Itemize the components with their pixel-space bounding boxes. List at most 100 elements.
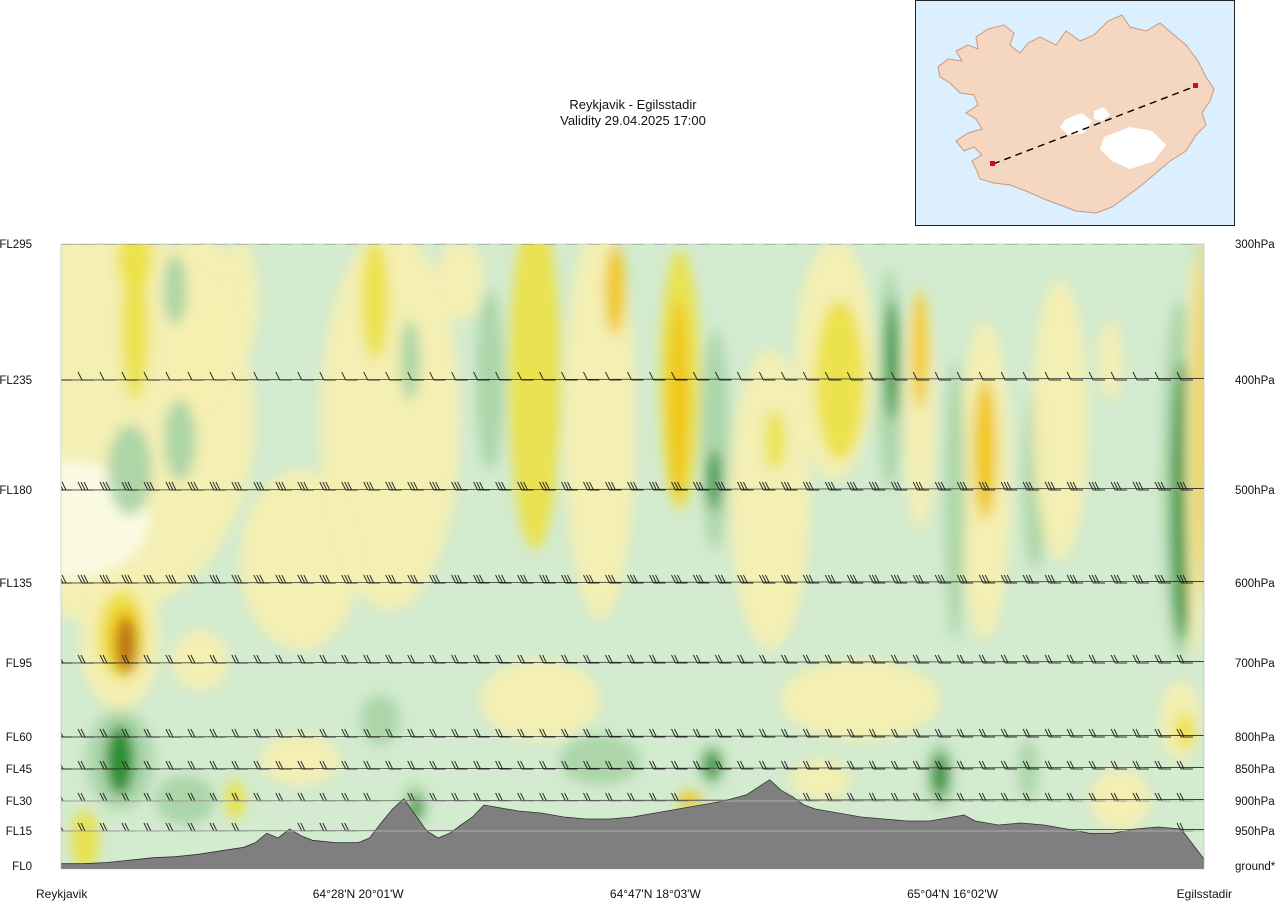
wind-barb	[385, 728, 402, 738]
wind-barb	[77, 371, 94, 381]
wind-barb	[99, 654, 116, 664]
wind-barb	[539, 760, 556, 770]
wind-barb	[784, 244, 798, 245]
wind-barb	[121, 728, 138, 738]
wind-barb	[978, 574, 996, 584]
level-line	[61, 735, 1204, 738]
wind-barb	[99, 481, 116, 491]
right-axis-tick: ground*	[1235, 861, 1276, 873]
wind-barb	[385, 371, 402, 381]
humidity-cell	[121, 260, 149, 400]
wind-barb	[125, 244, 138, 245]
wind-barb	[692, 728, 710, 738]
wind-barb	[736, 481, 754, 491]
wind-barb	[824, 760, 842, 770]
wind-barb	[1022, 728, 1040, 738]
wind-barb	[77, 760, 94, 770]
wind-barb	[61, 379, 72, 381]
wind-barb	[231, 371, 248, 381]
humidity-cell	[172, 630, 228, 690]
wind-barb	[1000, 481, 1018, 491]
left-axis-tick: FL180	[0, 485, 32, 497]
wind-barb	[890, 371, 908, 381]
wind-barb	[714, 481, 732, 491]
wind-barb	[1066, 574, 1084, 584]
wind-barb	[627, 481, 644, 491]
humidity-cell	[1018, 740, 1038, 800]
wind-barb	[736, 371, 754, 381]
wind-barb	[846, 481, 864, 491]
wind-barb	[586, 244, 600, 245]
bottom-axis-tick: Reykjavik	[36, 887, 88, 901]
wind-barb	[671, 481, 688, 491]
wind-barb	[912, 760, 930, 770]
wind-barb	[1044, 371, 1062, 381]
wind-barb	[297, 481, 314, 491]
wind-barb	[802, 574, 820, 584]
wind-barb	[187, 371, 204, 381]
wind-barb	[429, 728, 446, 738]
wind-barb	[1000, 371, 1018, 381]
right-axis: 300hPa 400hPa 500hPa 600hPa 700hPa 800hPa 850h…	[1235, 239, 1276, 873]
humidity-cell	[260, 735, 340, 785]
wind-barb	[736, 654, 754, 664]
wind-barb	[608, 244, 622, 245]
humidity-field	[61, 244, 1204, 869]
wind-barb	[539, 481, 556, 491]
wind-barb	[692, 371, 710, 381]
wind-barb	[275, 760, 292, 770]
wind-barb	[583, 654, 600, 664]
wind-barb	[1176, 481, 1193, 491]
wind-barb	[846, 371, 864, 381]
humidity-cell	[164, 400, 196, 480]
wind-barb	[828, 244, 842, 245]
humidity-cell	[509, 244, 561, 550]
wind-barb	[455, 244, 468, 245]
terrain-profile	[61, 779, 1204, 869]
wind-barb	[61, 731, 72, 738]
wind-barb	[1154, 728, 1171, 738]
wind-barb	[275, 481, 292, 491]
wind-barb	[473, 371, 490, 381]
wind-barb	[956, 371, 974, 381]
wind-barb	[235, 244, 248, 245]
wind-barb	[389, 244, 402, 245]
right-axis-tick: 700hPa	[1235, 658, 1275, 670]
wind-barb	[912, 481, 930, 491]
wind-barb	[275, 371, 292, 381]
wind-barb	[543, 244, 556, 245]
wind-barb	[1176, 728, 1193, 738]
wind-barb	[231, 760, 248, 770]
wind-barb	[367, 244, 380, 245]
wind-barb	[341, 574, 358, 584]
wind-barb	[363, 760, 380, 770]
wind-barb	[1070, 244, 1084, 245]
wind-barb	[938, 244, 952, 245]
level-line	[61, 581, 1204, 584]
plot-frame	[60, 243, 1205, 870]
wind-barb	[627, 760, 644, 770]
wind-barb	[890, 654, 908, 664]
left-axis-tick: FL295	[0, 239, 32, 251]
humidity-cell	[912, 290, 928, 410]
wind-barb	[187, 728, 204, 738]
wind-barb	[934, 371, 952, 381]
wind-barb	[1136, 244, 1149, 245]
wind-barb	[1026, 244, 1040, 245]
wind-barb	[99, 728, 116, 738]
wind-barb	[714, 574, 732, 584]
wind-barb	[1154, 371, 1171, 381]
wind-barb	[363, 654, 380, 664]
wind-barb	[846, 654, 864, 664]
wind-barb	[1154, 481, 1171, 491]
wind-barb	[714, 728, 732, 738]
wind-barb	[165, 760, 182, 770]
wind-barb	[978, 654, 996, 664]
route-start-marker	[990, 161, 995, 166]
chart-title: Reykjavik - Egilsstadir	[569, 97, 697, 112]
wind-barb	[1176, 371, 1193, 381]
humidity-cell	[1195, 244, 1204, 600]
wind-barb	[319, 760, 336, 770]
wind-barb	[627, 574, 644, 584]
wind-barb	[1132, 654, 1149, 664]
